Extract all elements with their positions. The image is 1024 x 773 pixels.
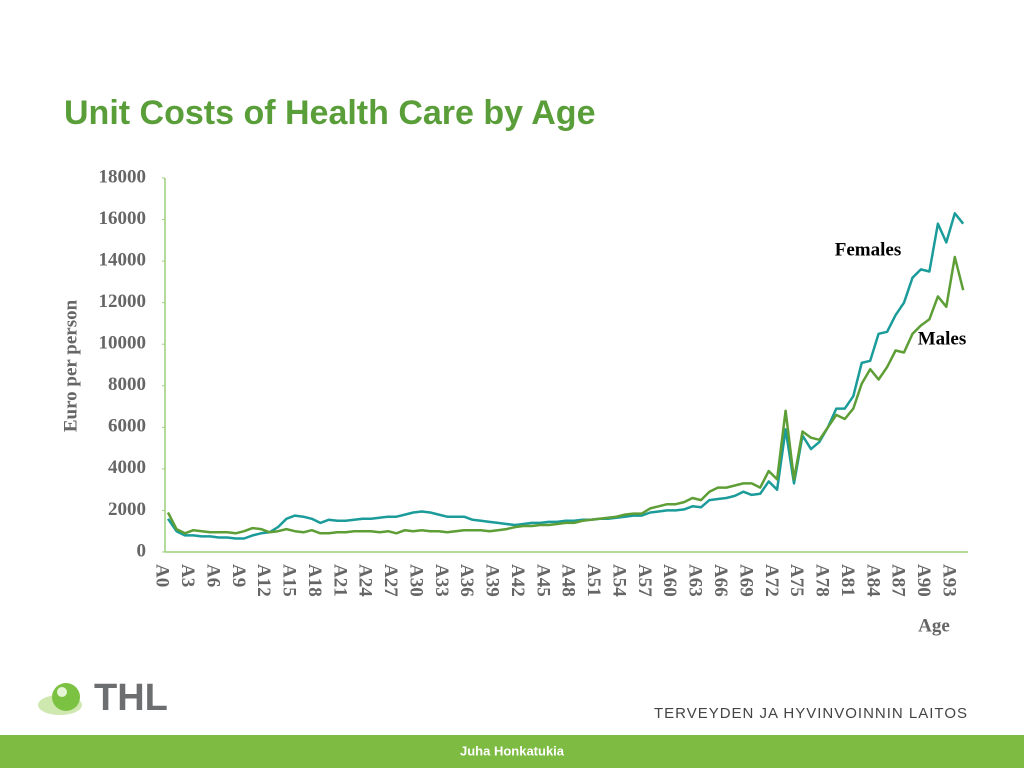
logo-ball — [52, 683, 80, 711]
x-tick-label: A60 — [659, 564, 680, 597]
x-tick-label: A57 — [634, 564, 655, 597]
x-tick-label: A66 — [710, 564, 731, 597]
x-tick-label: A12 — [253, 564, 274, 597]
y-tick-label: 10000 — [99, 333, 147, 354]
x-tick-label: A69 — [735, 564, 756, 597]
legend-label: Males — [918, 328, 967, 349]
x-tick-label: A24 — [355, 564, 376, 597]
x-tick-label: A18 — [304, 564, 325, 597]
x-tick-label: A42 — [507, 564, 528, 597]
x-tick-label: A15 — [279, 564, 300, 597]
y-tick-label: 16000 — [99, 208, 147, 229]
x-tick-label: A81 — [837, 564, 858, 597]
y-tick-label: 12000 — [99, 291, 147, 312]
x-tick-label: A51 — [583, 564, 604, 597]
logo-shine — [57, 687, 67, 697]
x-axis-label: Age — [918, 615, 950, 636]
x-tick-label: A75 — [786, 564, 807, 597]
series-line — [166, 212, 965, 540]
x-tick-label: A33 — [431, 564, 452, 597]
y-tick-label: 18000 — [99, 166, 147, 187]
x-tick-label: A39 — [482, 564, 503, 597]
series-line — [166, 255, 965, 535]
x-tick-label: A63 — [685, 564, 706, 597]
logo: THL — [38, 677, 168, 719]
logo-text: THL — [94, 677, 168, 719]
x-tick-label: A72 — [761, 564, 782, 597]
y-tick-label: 14000 — [99, 249, 147, 270]
y-tick-label: 6000 — [108, 416, 146, 437]
x-tick-label: A84 — [862, 564, 883, 597]
x-tick-label: A87 — [888, 564, 909, 597]
x-tick-label: A21 — [329, 564, 350, 597]
x-tick-label: A48 — [558, 564, 579, 597]
x-tick-label: A0 — [152, 564, 173, 587]
x-tick-label: A90 — [913, 564, 934, 597]
x-tick-label: A78 — [812, 564, 833, 597]
x-tick-label: A54 — [608, 564, 629, 597]
chart-title: Unit Costs of Health Care by Age — [64, 94, 595, 132]
legend-label: Females — [835, 239, 901, 260]
x-tick-label: A9 — [228, 564, 249, 587]
footer-bar — [0, 735, 1024, 768]
x-tick-label: A6 — [202, 564, 223, 587]
institute-name: TERVEYDEN JA HYVINVOINNIN LAITOS — [654, 705, 968, 722]
y-tick-label: 4000 — [108, 457, 146, 478]
author: Juha Honkatukia — [460, 743, 565, 758]
x-tick-label: A36 — [456, 564, 477, 597]
y-axis-label: Euro per person — [60, 299, 81, 432]
x-tick-label: A3 — [177, 564, 198, 587]
y-tick-label: 2000 — [108, 499, 146, 520]
x-tick-label: A45 — [532, 564, 553, 597]
y-tick-label: 8000 — [108, 374, 146, 395]
x-tick-label: A30 — [405, 564, 426, 597]
y-tick-label: 0 — [137, 540, 147, 561]
x-tick-label: A93 — [938, 564, 959, 597]
x-tick-label: A27 — [380, 564, 401, 597]
